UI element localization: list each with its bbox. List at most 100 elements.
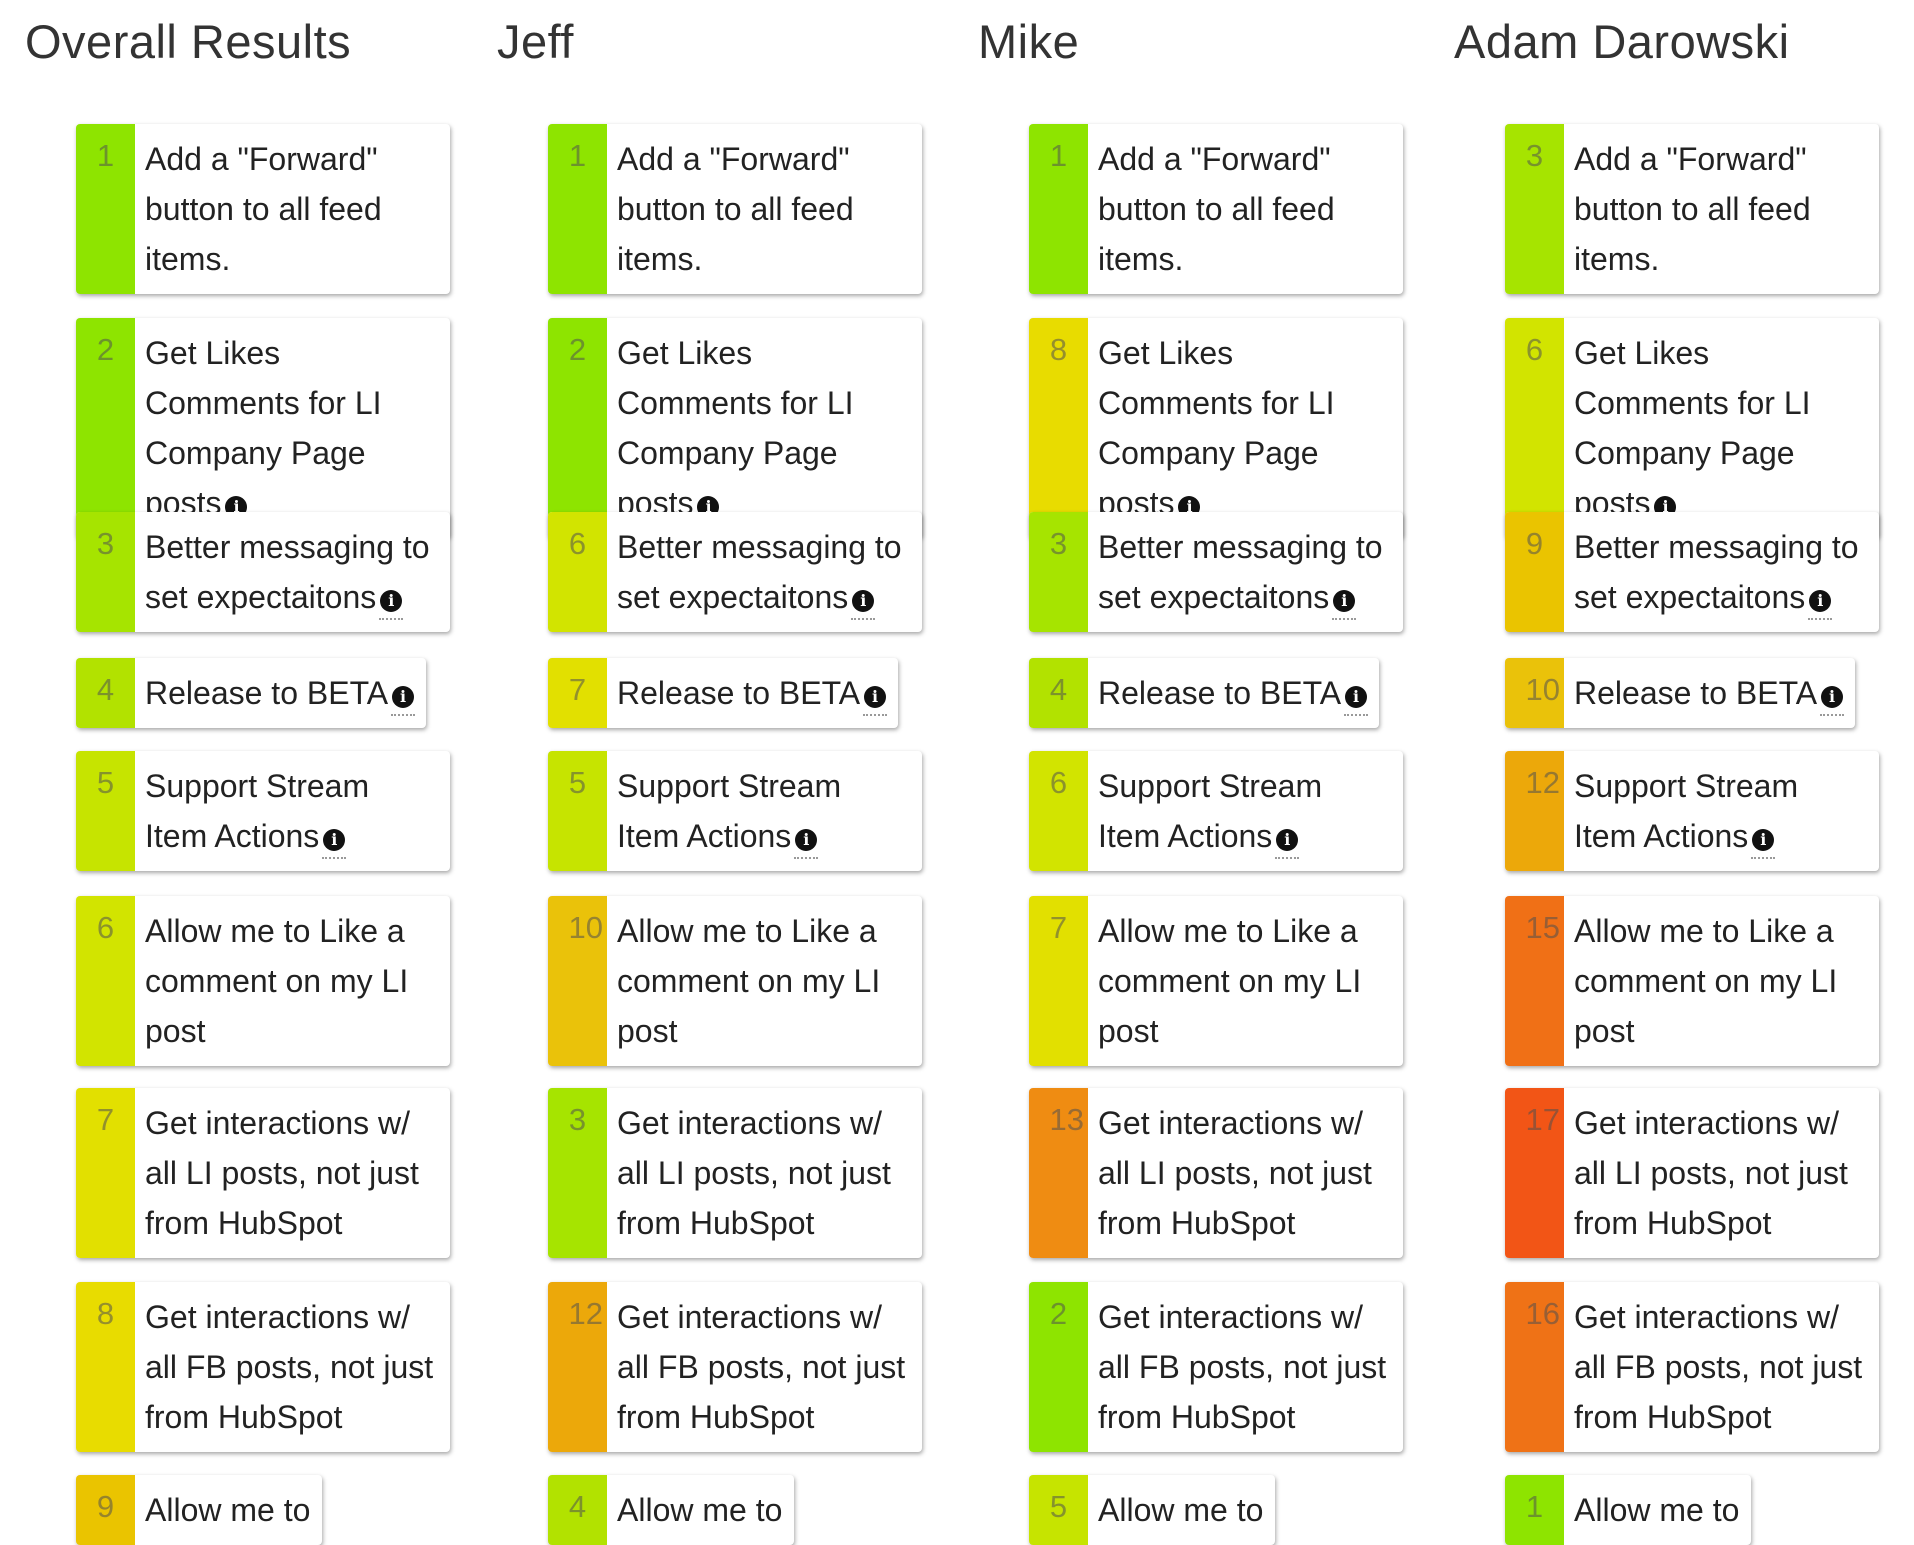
item-label: Release to BETA: [145, 675, 389, 711]
rank-badge: 3: [548, 1088, 607, 1258]
info-icon[interactable]: i: [1332, 590, 1357, 620]
ranked-item-card[interactable]: 6 Allow me to Like a comment on my LI pos…: [76, 896, 450, 1066]
ranked-item-card[interactable]: 3 Better messaging to set expectaitons i: [1029, 512, 1403, 632]
info-icon[interactable]: i: [1808, 590, 1833, 620]
item-label: Release to BETA: [1098, 675, 1342, 711]
item-text: Add a "Forward" button to all feed items…: [1088, 124, 1403, 294]
ranked-item-card[interactable]: 17 Get interactions w/ all LI posts, not …: [1505, 1088, 1879, 1258]
ranked-item-card[interactable]: 9 Allow me to: [76, 1475, 323, 1545]
column-title: Overall Results: [25, 15, 352, 68]
info-icon[interactable]: i: [322, 829, 347, 859]
ranked-item-card[interactable]: 8 Get Likes Comments for LI Company Page …: [1029, 318, 1403, 538]
ranked-item-card[interactable]: 4 Release to BETA i: [1029, 658, 1380, 728]
ranked-item-card[interactable]: 15 Allow me to Like a comment on my LI po…: [1505, 896, 1879, 1066]
item-text: Get interactions w/ all LI posts, not ju…: [1564, 1088, 1879, 1258]
item-text: Better messaging to set expectaitons i: [1088, 512, 1403, 632]
ranked-item-card[interactable]: 3 Get interactions w/ all LI posts, not j…: [548, 1088, 922, 1258]
item-label: Support Stream Item Actions: [145, 768, 370, 854]
rank-badge: 3: [1505, 124, 1564, 294]
ranked-item-card[interactable]: 12 Support Stream Item Actions i: [1505, 751, 1879, 871]
item-text: Get Likes Comments for LI Company Page p…: [1088, 318, 1403, 538]
ranked-item-card[interactable]: 8 Get interactions w/ all FB posts, not j…: [76, 1282, 450, 1452]
info-icon[interactable]: i: [1344, 686, 1369, 716]
rank-badge: 5: [1029, 1475, 1088, 1545]
item-label: Add a "Forward" button to all feed items…: [1574, 141, 1811, 277]
item-label: Get interactions w/ all FB posts, not ju…: [617, 1299, 906, 1435]
rank-badge: 4: [76, 658, 135, 728]
item-text: Get Likes Comments for LI Company Page p…: [1564, 318, 1879, 538]
ranked-item-card[interactable]: 7 Allow me to Like a comment on my LI pos…: [1029, 896, 1403, 1066]
item-text: Release to BETA i: [1564, 658, 1855, 728]
item-label: Allow me to: [1098, 1492, 1264, 1528]
ranked-item-card[interactable]: 6 Better messaging to set expectaitons i: [548, 512, 922, 632]
ranked-item-card[interactable]: 9 Better messaging to set expectaitons i: [1505, 512, 1879, 632]
ranked-item-card[interactable]: 2 Get Likes Comments for LI Company Page …: [548, 318, 922, 538]
rank-badge: 6: [548, 512, 607, 632]
rank-badge: 15: [1505, 896, 1564, 1066]
info-icon[interactable]: i: [1820, 686, 1845, 716]
item-label: Allow me to Like a comment on my LI post: [1098, 913, 1362, 1049]
column-title: Adam Darowski: [1454, 15, 1790, 68]
info-icon[interactable]: i: [851, 590, 876, 620]
ranked-item-card[interactable]: 7 Release to BETA i: [548, 658, 899, 728]
ranked-item-card[interactable]: 2 Get Likes Comments for LI Company Page …: [76, 318, 450, 538]
ranked-item-card[interactable]: 4 Allow me to: [548, 1475, 795, 1545]
ranked-item-card[interactable]: 5 Support Stream Item Actions i: [76, 751, 450, 871]
ranked-item-card[interactable]: 12 Get interactions w/ all FB posts, not …: [548, 1282, 922, 1452]
item-text: Get interactions w/ all FB posts, not ju…: [607, 1282, 922, 1452]
item-text: Get interactions w/ all LI posts, not ju…: [1088, 1088, 1403, 1258]
item-text: Get interactions w/ all FB posts, not ju…: [1088, 1282, 1403, 1452]
ranked-item-card[interactable]: 1 Add a "Forward" button to all feed item…: [548, 124, 922, 294]
rank-badge: 2: [76, 318, 135, 538]
rank-badge: 2: [1029, 1282, 1088, 1452]
ranked-item-card[interactable]: 1 Add a "Forward" button to all feed item…: [76, 124, 450, 294]
rank-badge: 1: [548, 124, 607, 294]
ranked-item-card[interactable]: 10 Allow me to Like a comment on my LI po…: [548, 896, 922, 1066]
item-text: Add a "Forward" button to all feed items…: [135, 124, 450, 294]
info-icon[interactable]: i: [379, 590, 404, 620]
item-label: Get Likes Comments for LI Company Page p…: [1098, 335, 1335, 521]
ranked-item-card[interactable]: 6 Get Likes Comments for LI Company Page …: [1505, 318, 1879, 538]
ranked-item-card[interactable]: 6 Support Stream Item Actions i: [1029, 751, 1403, 871]
rank-badge: 8: [76, 1282, 135, 1452]
ranked-item-card[interactable]: 4 Release to BETA i: [76, 658, 427, 728]
item-label: Release to BETA: [617, 675, 861, 711]
item-text: Get Likes Comments for LI Company Page p…: [135, 318, 450, 538]
item-label: Better messaging to set expectaitons: [145, 529, 430, 615]
rank-badge: 7: [548, 658, 607, 728]
item-label: Get interactions w/ all LI posts, not ju…: [145, 1105, 419, 1241]
ranked-item-card[interactable]: 1 Add a "Forward" button to all feed item…: [1029, 124, 1403, 294]
rank-badge: 16: [1505, 1282, 1564, 1452]
info-icon[interactable]: i: [794, 829, 819, 859]
info-icon[interactable]: i: [1751, 829, 1776, 859]
item-text: Support Stream Item Actions i: [1088, 751, 1403, 871]
item-text: Allow me to Like a comment on my LI post: [1564, 896, 1879, 1066]
item-label: Add a "Forward" button to all feed items…: [145, 141, 382, 277]
ranked-item-card[interactable]: 5 Allow me to: [1029, 1475, 1276, 1545]
ranked-item-card[interactable]: 2 Get interactions w/ all FB posts, not j…: [1029, 1282, 1403, 1452]
ranked-item-card[interactable]: 3 Add a "Forward" button to all feed item…: [1505, 124, 1879, 294]
ranked-item-card[interactable]: 13 Get interactions w/ all LI posts, not …: [1029, 1088, 1403, 1258]
ranked-item-card[interactable]: 10 Release to BETA i: [1505, 658, 1856, 728]
item-text: Allow me to: [1564, 1475, 1751, 1545]
rank-badge: 1: [1029, 124, 1088, 294]
ranked-item-card[interactable]: 1 Allow me to: [1505, 1475, 1752, 1545]
info-icon[interactable]: i: [863, 686, 888, 716]
rank-badge: 17: [1505, 1088, 1564, 1258]
rank-badge: 12: [548, 1282, 607, 1452]
item-label: Get interactions w/ all FB posts, not ju…: [145, 1299, 434, 1435]
ranked-item-card[interactable]: 5 Support Stream Item Actions i: [548, 751, 922, 871]
item-label: Better messaging to set expectaitons: [617, 529, 902, 615]
rank-badge: 8: [1029, 318, 1088, 538]
info-icon[interactable]: i: [391, 686, 416, 716]
item-text: Add a "Forward" button to all feed items…: [607, 124, 922, 294]
item-text: Allow me to Like a comment on my LI post: [607, 896, 922, 1066]
rank-badge: 9: [1505, 512, 1564, 632]
ranked-item-card[interactable]: 3 Better messaging to set expectaitons i: [76, 512, 450, 632]
ranked-item-card[interactable]: 7 Get interactions w/ all LI posts, not j…: [76, 1088, 450, 1258]
item-text: Support Stream Item Actions i: [1564, 751, 1879, 871]
item-label: Get Likes Comments for LI Company Page p…: [1574, 335, 1811, 521]
item-text: Allow me to: [135, 1475, 322, 1545]
info-icon[interactable]: i: [1275, 829, 1300, 859]
ranked-item-card[interactable]: 16 Get interactions w/ all FB posts, not …: [1505, 1282, 1879, 1452]
